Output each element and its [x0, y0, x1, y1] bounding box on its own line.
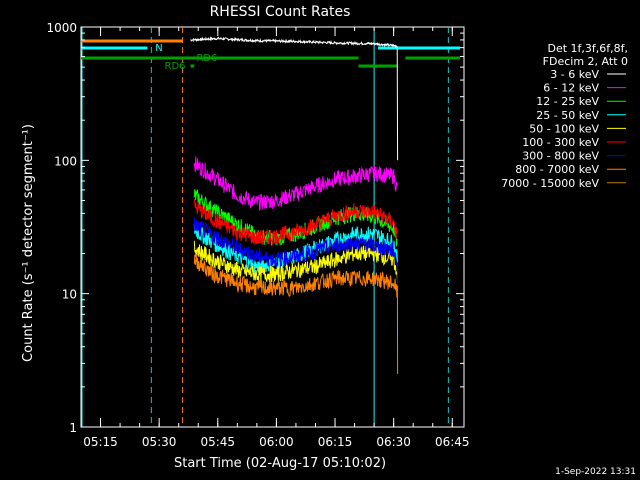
legend-label: 100 - 300 keV — [522, 136, 599, 149]
x-tick-label: 06:00 — [259, 435, 294, 449]
legend-header-1: Det 1f,3f,6f,8f, — [547, 42, 628, 55]
legend-label: 25 - 50 keV — [536, 109, 599, 122]
y-tick-label: 1000 — [46, 21, 77, 35]
legend-label: 7000 - 15000 keV — [501, 177, 599, 190]
x-tick-label: 05:45 — [200, 435, 235, 449]
series-line — [193, 240, 398, 283]
y-tick-label: 10 — [62, 288, 77, 302]
series-line — [190, 36, 399, 161]
legend-label: 12 - 25 keV — [536, 95, 599, 108]
y-axis-label: Count Rate (s⁻¹ detector segment⁻¹) — [21, 124, 36, 362]
x-tick-label: 06:15 — [318, 435, 353, 449]
series-line — [193, 223, 398, 273]
series-line — [193, 199, 398, 246]
vertical-markers — [81, 27, 449, 427]
y-tick-label: 1 — [69, 421, 77, 435]
x-axis-label: Start Time (02-Aug-17 05:10:02) — [174, 456, 386, 471]
series-line — [193, 156, 398, 211]
legend-label: 6 - 12 keV — [543, 82, 599, 95]
series-group — [190, 36, 399, 374]
legend-label: 300 - 800 keV — [522, 150, 599, 163]
legend-label: 800 - 7000 keV — [515, 163, 599, 176]
x-tick-label: 05:30 — [142, 435, 177, 449]
annotation-label: N — [155, 43, 162, 54]
plot-frame — [80, 26, 465, 428]
series-line — [193, 254, 399, 374]
y-axis-ticks: 1 10 100 1000 — [46, 21, 464, 435]
annotation-label: RD6 — [165, 61, 186, 72]
series-line — [193, 217, 399, 334]
legend-label: 50 - 100 keV — [529, 122, 599, 135]
x-tick-label: 06:45 — [435, 435, 470, 449]
x-tick-label: 05:15 — [83, 435, 118, 449]
annotation-label: RD6 — [196, 53, 217, 64]
legend-header-2: FDecim 2, Att 0 — [543, 55, 628, 68]
legend-label: 3 - 6 keV — [550, 68, 599, 81]
chart-title: RHESSI Count Rates — [210, 4, 351, 20]
x-axis-ticks: 05:15 05:30 05:45 06:00 06:15 06:30 06:45 — [80, 27, 470, 449]
footer-date: 1-Sep-2022 13:31 — [555, 467, 636, 477]
y-tick-label: 100 — [54, 154, 77, 168]
x-tick-label: 06:30 — [376, 435, 411, 449]
